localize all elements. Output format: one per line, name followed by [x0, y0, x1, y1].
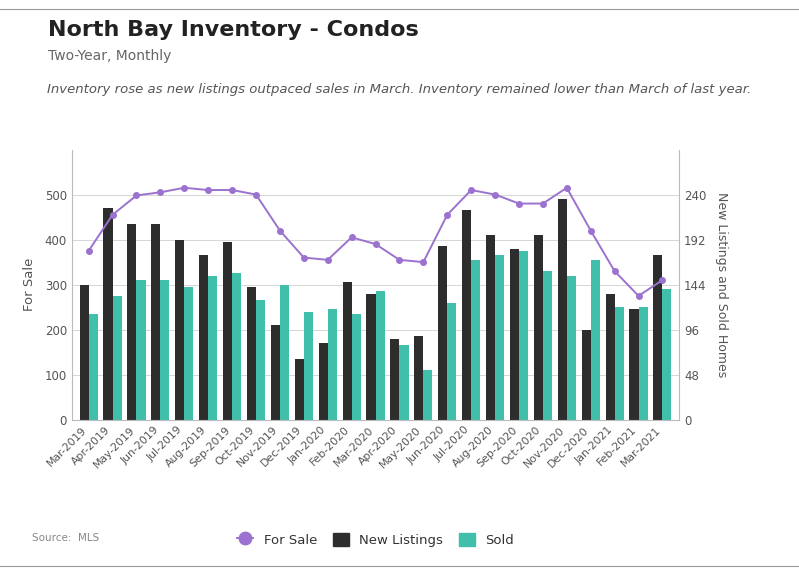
For Sale — [658, 277, 667, 283]
Bar — [510, 248, 519, 420]
Line: For Sale: For Sale — [85, 185, 666, 298]
For Sale — [538, 200, 547, 207]
Bar — [232, 273, 241, 420]
Bar — [80, 285, 89, 420]
Bar — [175, 240, 185, 420]
Bar — [151, 224, 161, 420]
For Sale — [586, 227, 595, 234]
Bar — [247, 287, 256, 420]
For Sale — [419, 259, 428, 266]
Legend: For Sale, New Listings, Sold: For Sale, New Listings, Sold — [231, 526, 520, 554]
For Sale — [204, 186, 213, 193]
Bar — [414, 336, 423, 420]
For Sale — [443, 212, 452, 218]
Bar — [614, 307, 624, 420]
Bar — [89, 314, 97, 420]
Bar — [223, 242, 232, 420]
For Sale — [467, 186, 476, 193]
For Sale — [108, 212, 117, 218]
Y-axis label: New Listings and Sold Homes: New Listings and Sold Homes — [715, 192, 728, 377]
For Sale — [610, 267, 619, 274]
For Sale — [634, 293, 643, 300]
Bar — [295, 359, 304, 420]
For Sale — [156, 189, 165, 196]
Bar — [654, 255, 662, 420]
For Sale — [275, 227, 284, 234]
Bar — [127, 224, 137, 420]
For Sale — [227, 186, 237, 193]
Bar — [423, 370, 432, 420]
Bar — [566, 275, 576, 420]
Bar — [400, 346, 408, 420]
Bar — [662, 289, 671, 420]
Bar — [534, 235, 543, 420]
For Sale — [180, 185, 189, 191]
For Sale — [371, 240, 380, 247]
Bar — [438, 246, 447, 420]
Bar — [199, 255, 209, 420]
Bar — [137, 280, 145, 420]
Bar — [280, 285, 289, 420]
For Sale — [562, 185, 571, 191]
Bar — [519, 251, 528, 420]
Bar — [185, 287, 193, 420]
Bar — [606, 294, 614, 420]
Bar — [630, 309, 638, 420]
Bar — [582, 329, 590, 420]
For Sale — [491, 191, 500, 198]
Bar — [209, 275, 217, 420]
Text: North Bay Inventory - Condos: North Bay Inventory - Condos — [48, 20, 419, 40]
Bar — [376, 292, 384, 420]
For Sale — [395, 256, 404, 263]
For Sale — [515, 200, 524, 207]
Bar — [367, 294, 376, 420]
For Sale — [347, 234, 356, 241]
For Sale — [132, 192, 141, 199]
For Sale — [84, 247, 93, 254]
Bar — [447, 302, 456, 420]
Y-axis label: For Sale: For Sale — [23, 258, 37, 311]
Bar — [113, 296, 121, 420]
Bar — [543, 271, 552, 420]
Bar — [462, 210, 471, 420]
Bar — [343, 282, 352, 420]
Bar — [319, 343, 328, 420]
For Sale — [323, 256, 332, 263]
Bar — [638, 307, 648, 420]
Bar — [161, 280, 169, 420]
Text: Source:  MLS: Source: MLS — [32, 534, 99, 543]
For Sale — [299, 254, 308, 261]
Bar — [495, 255, 504, 420]
Bar — [391, 339, 400, 420]
Bar — [558, 199, 566, 420]
Bar — [590, 260, 600, 420]
Bar — [304, 312, 313, 420]
Text: Two-Year, Monthly: Two-Year, Monthly — [48, 49, 171, 63]
Bar — [256, 300, 265, 420]
Bar — [486, 235, 495, 420]
Bar — [352, 314, 360, 420]
Bar — [328, 309, 337, 420]
Text: Inventory rose as new listings outpaced sales in March. Inventory remained lower: Inventory rose as new listings outpaced … — [47, 83, 752, 97]
Bar — [103, 208, 113, 420]
Bar — [471, 260, 480, 420]
Bar — [271, 325, 280, 420]
For Sale — [251, 191, 260, 198]
